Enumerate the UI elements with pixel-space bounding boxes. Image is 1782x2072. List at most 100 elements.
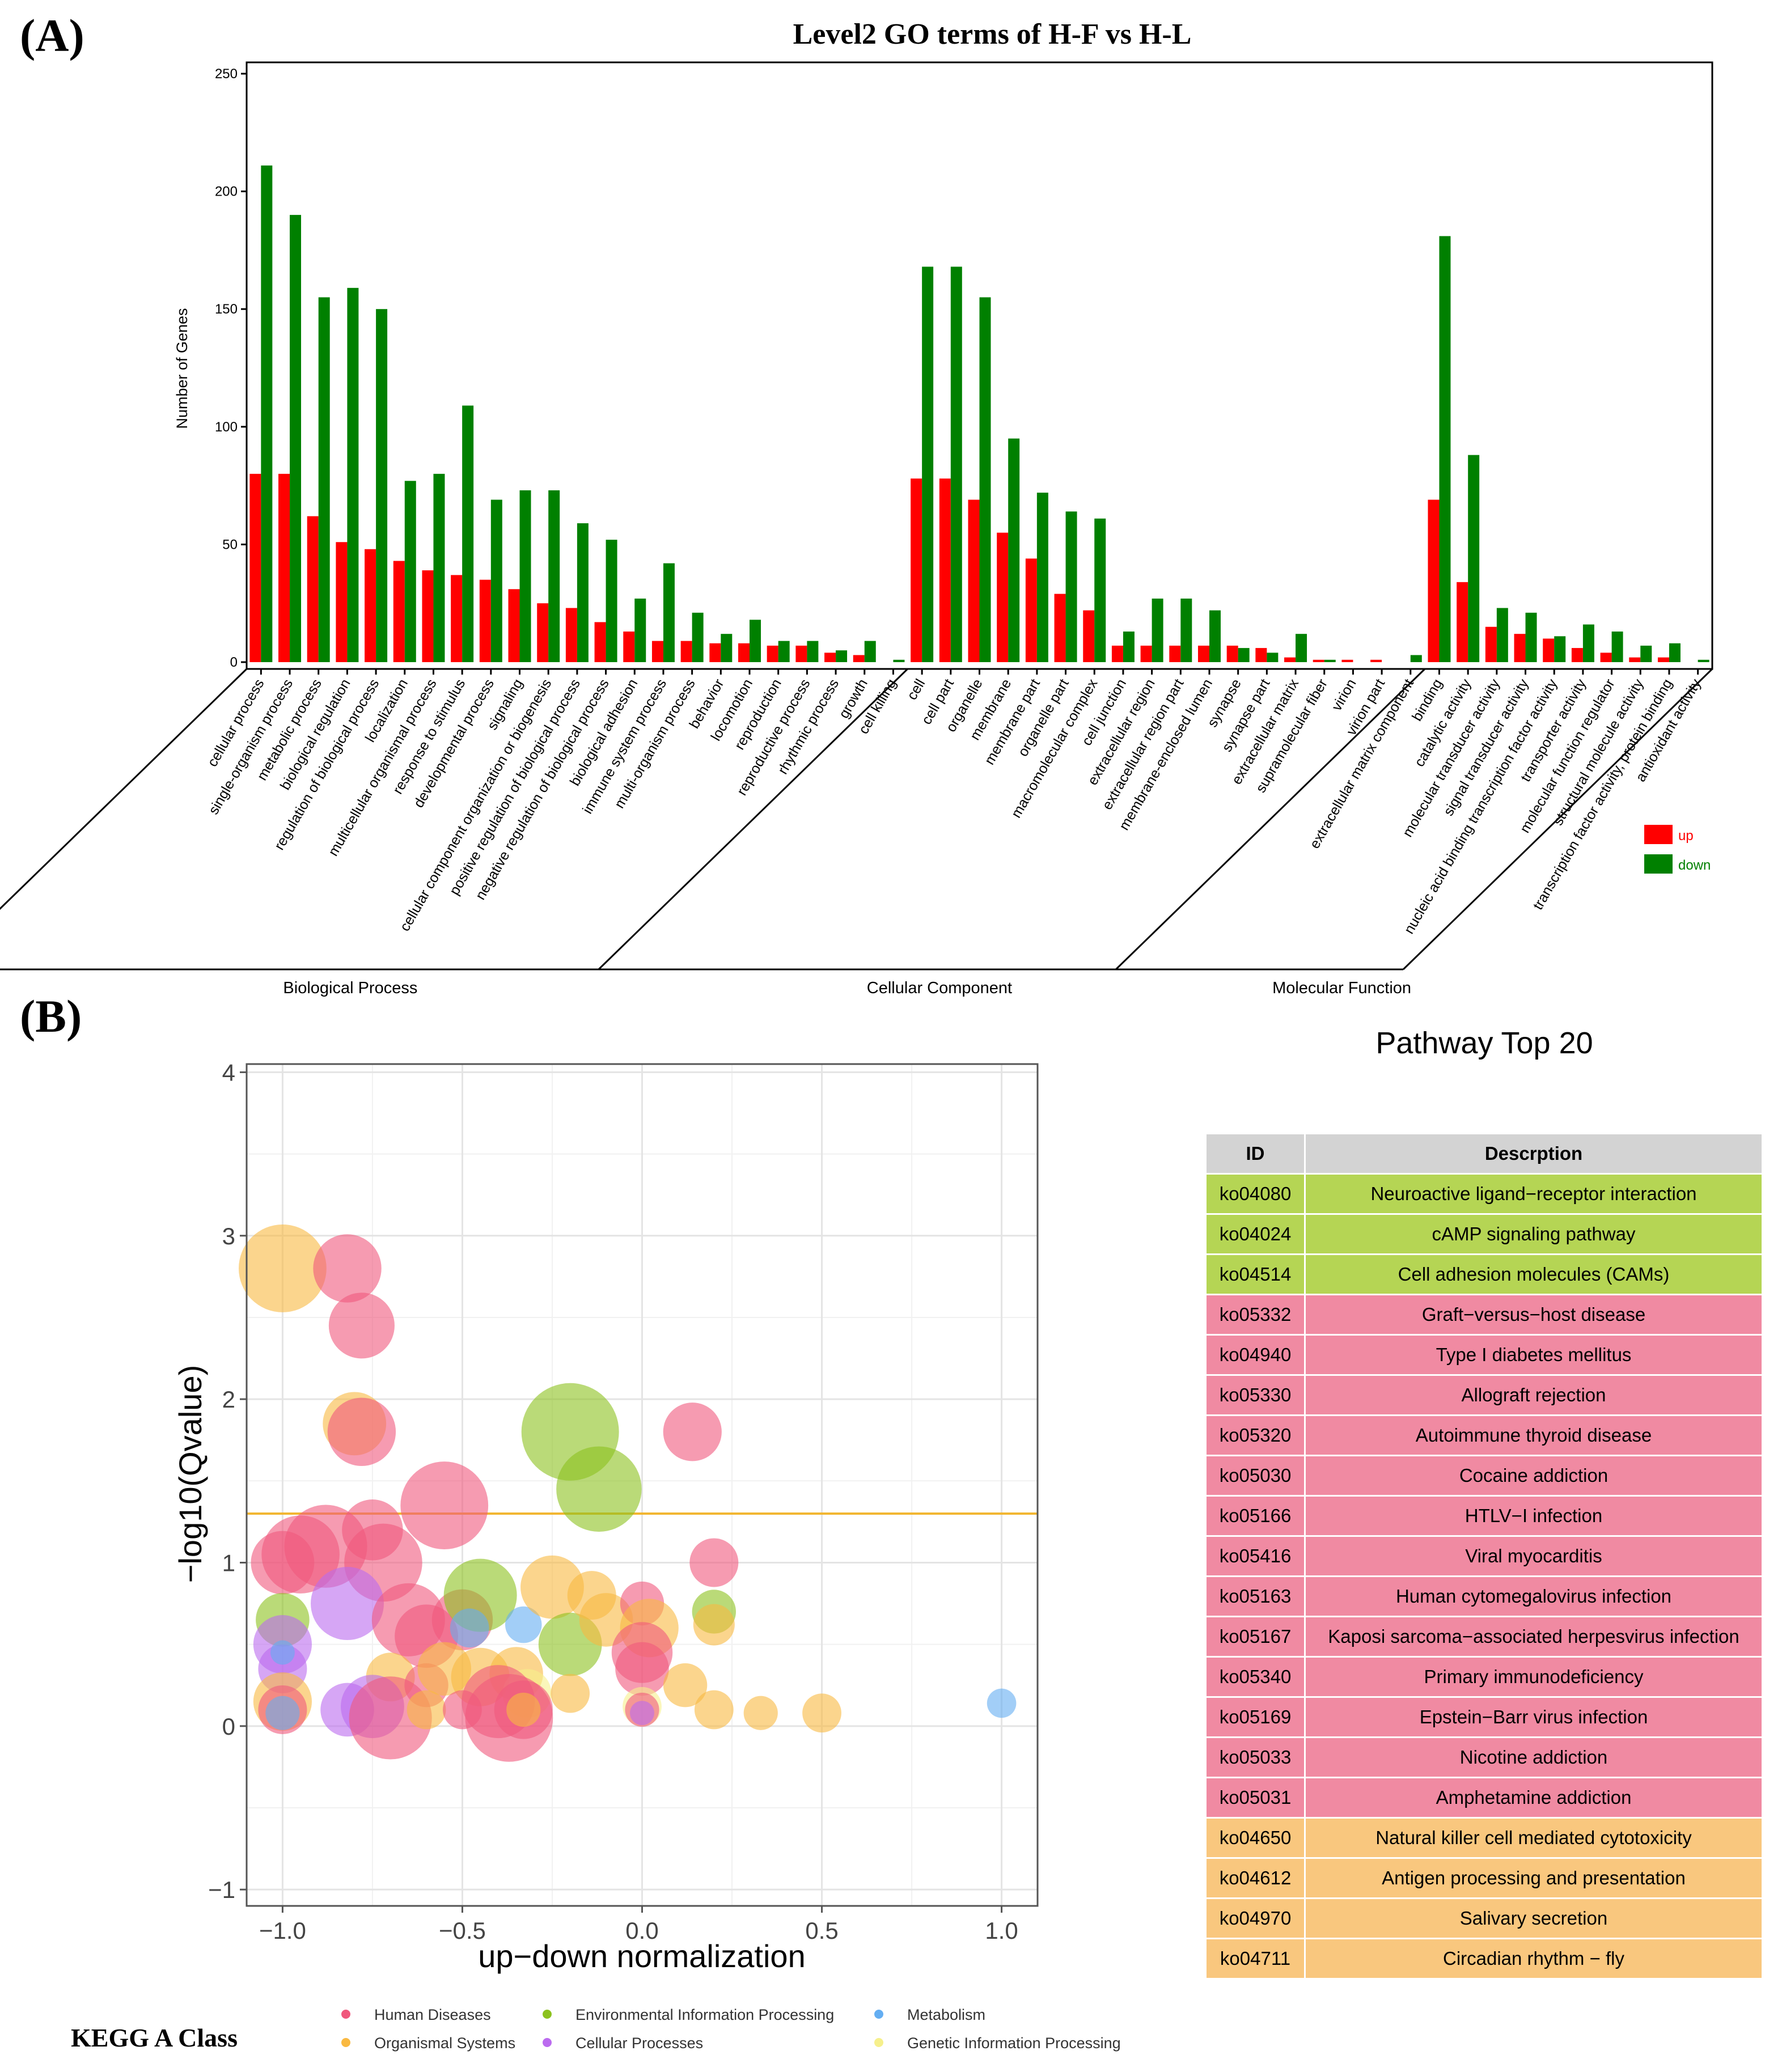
pathway-id: ko04711	[1205, 1938, 1306, 1980]
pathway-id: ko04612	[1205, 1857, 1306, 1899]
go-bar-up	[1140, 645, 1152, 662]
go-bar-up	[365, 549, 376, 662]
go-bar-up	[1485, 626, 1497, 662]
go-bar-down	[548, 490, 560, 662]
kegg-legend-label: Genetic Information Processing	[907, 2035, 1121, 2052]
go-bar-up	[738, 643, 750, 662]
go-bar-up	[1313, 659, 1324, 662]
pathway-description: Cell adhesion molecules (CAMs)	[1304, 1253, 1763, 1295]
kegg-x-tick-label: 1.0	[985, 1917, 1018, 1944]
kegg-bubble	[407, 1690, 446, 1730]
pathway-row: ko05163 Human cytomegalovirus infection	[1205, 1575, 1763, 1617]
go-bar-down	[433, 473, 445, 662]
go-bar-up	[1657, 657, 1669, 662]
go-bar-up	[680, 641, 692, 662]
pathway-id: ko05332	[1205, 1294, 1306, 1336]
go-bar-up	[1514, 634, 1526, 662]
pathway-id: ko05166	[1205, 1495, 1306, 1537]
go-group-divider	[0, 668, 248, 910]
go-y-tick-label: 50	[222, 537, 238, 552]
go-bar-up	[479, 579, 491, 662]
go-bar-down	[347, 287, 359, 662]
pathway-id: ko05031	[1205, 1777, 1306, 1819]
kegg-bubble	[689, 1538, 739, 1587]
pathway-id: ko05330	[1205, 1374, 1306, 1416]
kegg-x-tick-label: −0.5	[439, 1917, 486, 1944]
go-group-divider	[1402, 668, 1713, 971]
kegg-bubble	[693, 1604, 735, 1646]
go-bar-up	[1457, 582, 1468, 662]
pathway-description: Viral myocarditis	[1304, 1535, 1763, 1577]
go-bar-down	[1640, 645, 1652, 662]
go-chart-title: Level2 GO terms of H-F vs H-L	[793, 18, 1192, 50]
go-bar-up	[336, 542, 348, 662]
pathway-id: ko04080	[1205, 1173, 1306, 1215]
kegg-bubble	[615, 1642, 669, 1696]
pathway-row: ko05332 Graft−versus−host disease	[1205, 1294, 1763, 1336]
kegg-y-tick-label: −1	[208, 1876, 235, 1903]
go-bar-down	[1238, 648, 1250, 662]
kegg-bubble	[743, 1696, 778, 1730]
pathway-description: HTLV−I infection	[1304, 1495, 1763, 1537]
go-bar-down	[1036, 493, 1048, 662]
go-bar-down	[1554, 636, 1566, 662]
go-bar-up	[565, 608, 577, 662]
go-y-tick-label: 250	[215, 66, 238, 82]
pathway-id: ko05163	[1205, 1575, 1306, 1617]
go-bar-up	[1054, 594, 1066, 662]
go-bar-up	[1629, 657, 1641, 662]
kegg-bubble	[802, 1693, 841, 1733]
go-y-axis-label: Number of Genes	[173, 308, 191, 429]
kegg-bubble	[694, 1690, 734, 1730]
pathway-row: ko05031 Amphetamine addiction	[1205, 1777, 1763, 1819]
kegg-bubble	[265, 1696, 300, 1730]
kegg-scatter-chart: −1.0 −0.5 0.0 0.5 1.0 −1 0 1 2 3 4 up−down normali…	[71, 1059, 1121, 2052]
go-bar-down	[1209, 610, 1221, 662]
pathway-description: Autoimmune thyroid disease	[1304, 1414, 1763, 1456]
pathway-id: ko05030	[1205, 1455, 1306, 1497]
kegg-legend-dot	[543, 2010, 552, 2019]
go-bar-up	[1284, 657, 1296, 662]
kegg-bubble	[556, 1446, 642, 1532]
pathway-id: ko04970	[1205, 1897, 1306, 1939]
pathway-row: ko04612 Antigen processing and presentati…	[1205, 1857, 1763, 1899]
go-y-tick-label: 0	[230, 655, 238, 670]
pathway-description: Cocaine addiction	[1304, 1455, 1763, 1497]
go-group-divider	[598, 668, 908, 971]
pathway-id: ko05320	[1205, 1414, 1306, 1456]
go-bar-down	[290, 215, 302, 662]
go-bar-up	[249, 473, 261, 662]
header-description: Descrption	[1304, 1133, 1763, 1175]
pathway-row: ko04940 Type I diabetes mellitus	[1205, 1334, 1763, 1376]
go-bar-up	[939, 478, 951, 662]
go-bar-down	[1094, 518, 1106, 662]
go-bar-up	[623, 632, 635, 662]
kegg-x-tick-label: −1.0	[259, 1917, 306, 1944]
go-category-label: cell	[904, 676, 928, 702]
pathway-row: ko05340 Primary immunodeficiency	[1205, 1656, 1763, 1698]
go-bar-down	[692, 612, 704, 662]
go-legend-label-up: up	[1678, 828, 1694, 844]
kegg-bubble	[630, 1701, 654, 1726]
go-bar-down	[606, 540, 617, 662]
kegg-y-axis-label: −log10(Qvalue)	[172, 1365, 208, 1583]
kegg-y-tick-label: 3	[222, 1223, 235, 1249]
go-bar-up	[1226, 645, 1238, 662]
pathway-row: ko04080 Neuroactive ligand−receptor inter…	[1205, 1173, 1763, 1215]
kegg-bubble	[311, 1567, 384, 1641]
kegg-bubble	[551, 1673, 590, 1713]
header-id: ID	[1205, 1133, 1306, 1175]
pathway-row: ko05166 HTLV−I infection	[1205, 1495, 1763, 1537]
kegg-legend-label: Human Diseases	[374, 2006, 491, 2023]
go-bar-down	[1152, 598, 1163, 662]
pathway-description: Human cytomegalovirus infection	[1304, 1575, 1763, 1617]
go-bar-down	[404, 481, 416, 662]
kegg-bubble	[313, 1234, 382, 1303]
pathway-row: ko05330 Allograft rejection	[1205, 1374, 1763, 1416]
go-bar-down	[1008, 438, 1020, 662]
pathway-description: Amphetamine addiction	[1304, 1777, 1763, 1819]
pathway-description: Salivary secretion	[1304, 1897, 1763, 1939]
kegg-x-axis-label: up−down normalization	[478, 1938, 805, 1974]
pathway-row: ko05033 Nicotine addiction	[1205, 1736, 1763, 1778]
pathway-row: ko05320 Autoimmune thyroid disease	[1205, 1414, 1763, 1456]
